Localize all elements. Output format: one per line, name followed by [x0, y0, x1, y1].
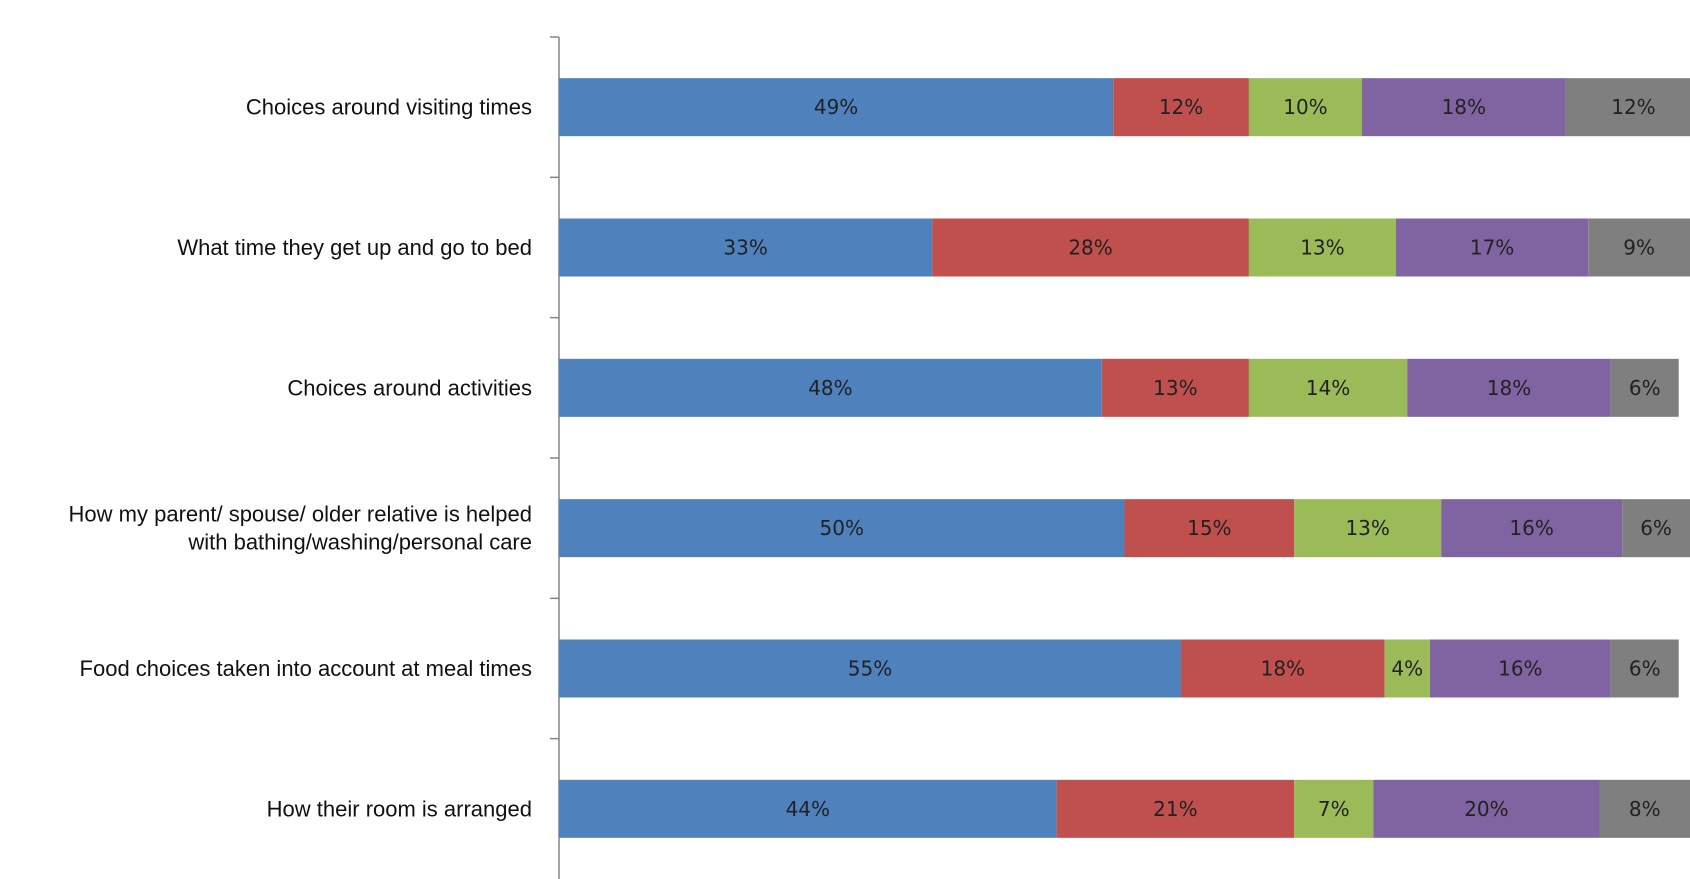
bar-segment	[1373, 779, 1600, 838]
data-label: 33%	[723, 236, 767, 260]
bar-segment	[1181, 639, 1385, 698]
data-label: 18%	[1442, 95, 1486, 119]
category-label: Choices around activities	[287, 375, 532, 400]
bar-segment	[1248, 218, 1396, 277]
bar-segment	[932, 218, 1249, 277]
category-label-line: Choices around activities	[287, 375, 532, 400]
category-label-line: What time they get up and go to bed	[177, 235, 532, 260]
bar-segment	[1441, 499, 1623, 558]
bar-segment	[559, 218, 933, 277]
bar-segment	[1407, 358, 1611, 417]
category-label: Choices around visiting times	[246, 95, 532, 120]
bar-segment	[1395, 218, 1589, 277]
data-label: 48%	[808, 376, 852, 400]
data-label: 12%	[1611, 95, 1655, 119]
category-labels: Choices around visiting times What time t…	[69, 95, 532, 822]
data-label: 8%	[1629, 797, 1661, 821]
bar-segment	[559, 779, 1057, 838]
bar-segment	[1248, 358, 1408, 417]
bar-segment	[1599, 779, 1690, 838]
bar-segment	[1113, 78, 1249, 137]
data-label: 18%	[1487, 376, 1531, 400]
data-label: 6%	[1629, 657, 1661, 681]
data-label: 13%	[1153, 376, 1197, 400]
category-label: How my parent/ spouse/ older relative is…	[69, 502, 532, 555]
data-label: 12%	[1159, 95, 1203, 119]
bar-segment	[1565, 78, 1690, 137]
bar-segment	[1294, 499, 1442, 558]
category-label: Food choices taken into account at meal …	[80, 656, 532, 681]
bar-segment	[559, 639, 1182, 698]
data-label: 55%	[848, 657, 892, 681]
bar-segment	[559, 358, 1102, 417]
category-label: What time they get up and go to bed	[177, 235, 532, 260]
bar-segment	[559, 78, 1114, 137]
data-label: 7%	[1318, 797, 1350, 821]
bar-segment	[1248, 78, 1363, 137]
bar-segment	[1362, 78, 1566, 137]
bar-segment	[1429, 639, 1611, 698]
category-label-line: Food choices taken into account at meal …	[80, 656, 532, 681]
bar-area: 49% 12% 10% 18% 12% 33% 28% 13% 17% 9% 48% 13% 14% 18…	[559, 78, 1690, 838]
bar-segment	[1622, 499, 1690, 558]
bar-segment	[1101, 358, 1249, 417]
bar-segment	[1588, 218, 1690, 277]
data-label: 18%	[1261, 657, 1305, 681]
bar-segment	[559, 499, 1125, 558]
category-label-line: with bathing/washing/personal care	[187, 530, 532, 555]
data-label: 4%	[1391, 657, 1423, 681]
data-label: 16%	[1498, 657, 1542, 681]
data-label: 13%	[1345, 516, 1389, 540]
data-label: 21%	[1153, 797, 1197, 821]
data-label: 16%	[1509, 516, 1553, 540]
category-label-line: How their room is arranged	[267, 796, 532, 821]
data-label: 14%	[1306, 376, 1350, 400]
category-axis	[550, 36, 560, 879]
data-label: 44%	[786, 797, 830, 821]
data-label: 28%	[1068, 236, 1112, 260]
data-label: 9%	[1623, 236, 1655, 260]
bar-segment	[1124, 499, 1295, 558]
data-label: 49%	[814, 95, 858, 119]
data-label: 20%	[1464, 797, 1508, 821]
bar-segment	[1610, 358, 1679, 417]
data-label: 6%	[1640, 516, 1672, 540]
data-label: 10%	[1283, 95, 1327, 119]
data-label: 50%	[820, 516, 864, 540]
data-label: 13%	[1300, 236, 1344, 260]
data-label: 17%	[1470, 236, 1514, 260]
bar-segment	[1056, 779, 1295, 838]
data-label: 15%	[1187, 516, 1231, 540]
category-label: How their room is arranged	[267, 796, 532, 821]
category-label-line: Choices around visiting times	[246, 95, 532, 120]
data-label: 6%	[1629, 376, 1661, 400]
category-label-line: How my parent/ spouse/ older relative is…	[69, 502, 532, 527]
bar-segment	[1610, 639, 1679, 698]
bar-segment	[1384, 639, 1430, 698]
bar-segment	[1294, 779, 1374, 838]
